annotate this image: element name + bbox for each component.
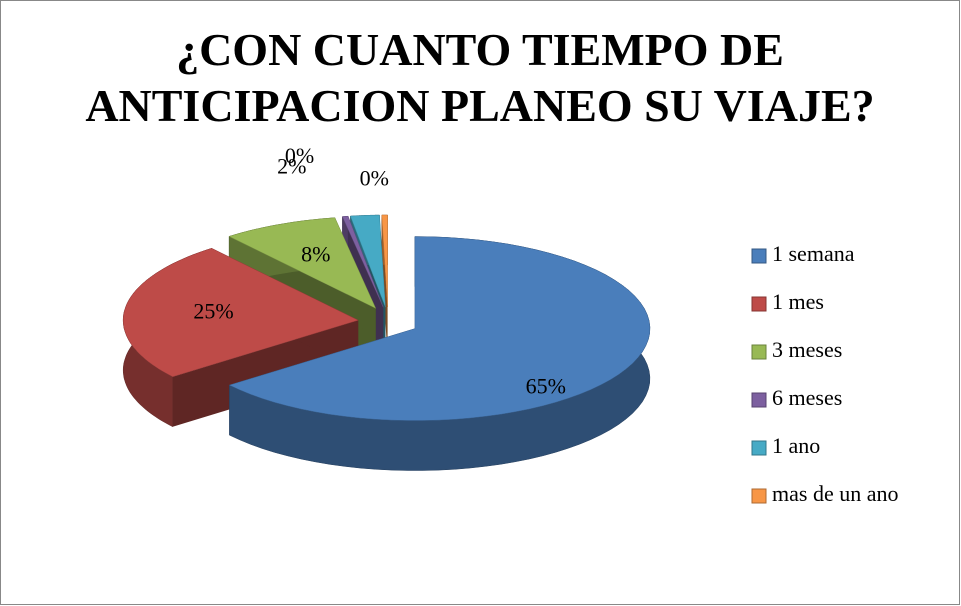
legend-label: 6 meses <box>772 385 842 410</box>
data-label: 0% <box>285 143 314 168</box>
legend-swatch <box>751 344 767 360</box>
data-label: 2% <box>277 154 306 179</box>
data-label: 25% <box>193 299 233 324</box>
legend-label: mas de un ano <box>772 481 898 506</box>
slice <box>228 217 377 309</box>
legend-swatch <box>751 296 767 312</box>
legend-label: 1 semana <box>772 241 855 266</box>
legend-swatch <box>751 440 767 456</box>
slice <box>228 236 651 421</box>
legend-swatch <box>751 488 767 504</box>
data-label: 8% <box>301 241 330 266</box>
legend-label: 1 mes <box>772 289 824 314</box>
legend-swatch <box>751 248 767 264</box>
slice <box>122 248 359 377</box>
data-label: 65% <box>526 374 566 399</box>
slice <box>342 215 384 308</box>
legend-label: 1 ano <box>772 433 820 458</box>
slice <box>381 214 388 308</box>
legend-swatch <box>751 392 767 408</box>
data-label: 0% <box>360 165 389 190</box>
legend-label: 3 meses <box>772 337 842 362</box>
pie-tops <box>122 214 651 421</box>
chart-title: ¿CON CUANTO TIEMPO DE ANTICIPACION PLANE… <box>85 24 875 131</box>
slice <box>350 214 386 308</box>
